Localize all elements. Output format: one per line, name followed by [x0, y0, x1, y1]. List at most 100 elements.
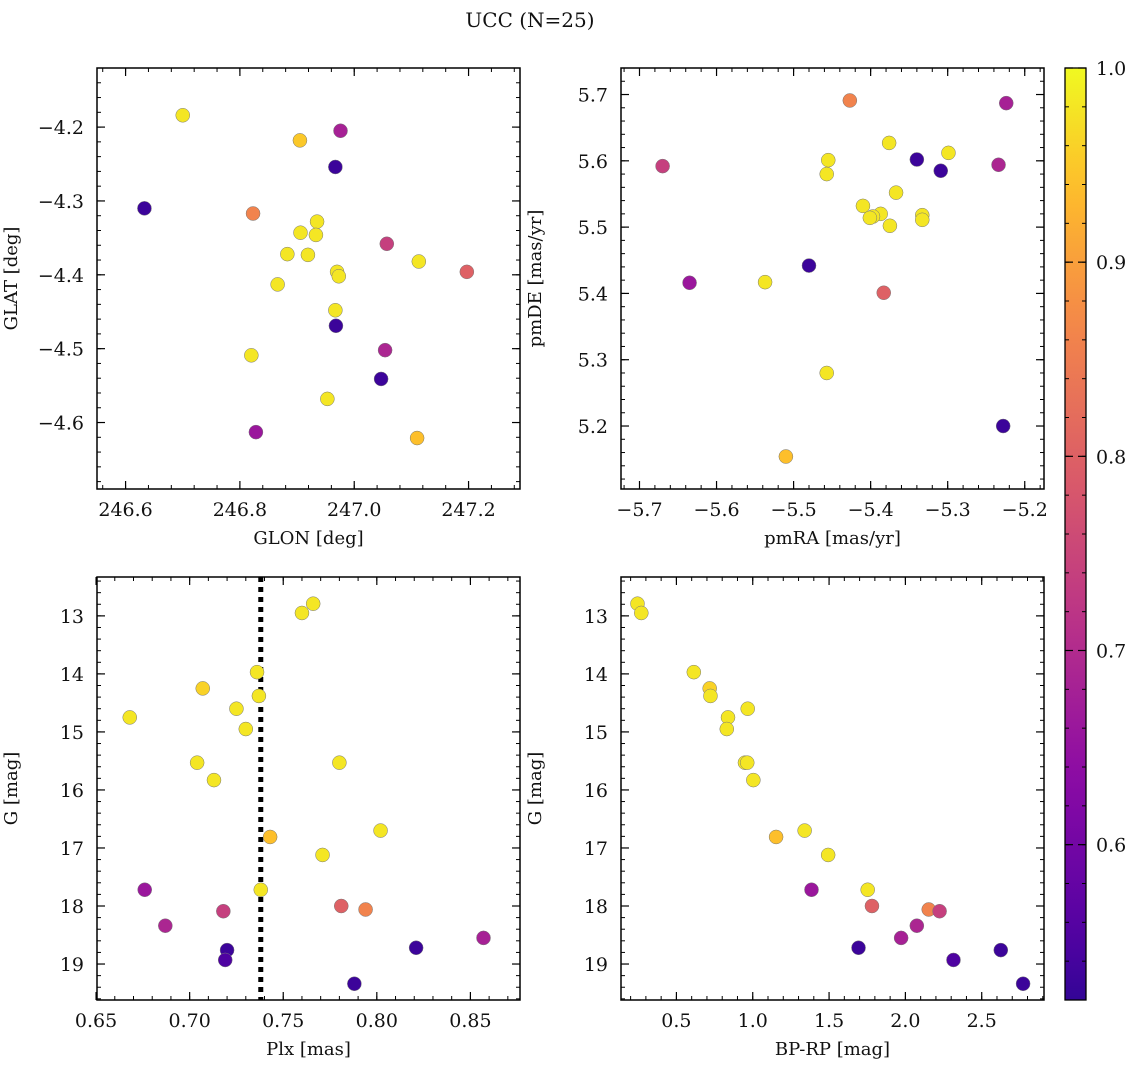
colorbar-tick-label: 0.6 — [1096, 835, 1126, 857]
data-point — [882, 218, 898, 234]
y-tick-label: 16 — [60, 780, 84, 802]
data-point — [819, 166, 834, 182]
data-point — [855, 198, 871, 214]
data-point — [332, 755, 347, 770]
axes-frame — [96, 576, 521, 1001]
x-tick-label: −5.7 — [616, 499, 662, 521]
data-point — [253, 882, 269, 898]
data-point — [175, 108, 190, 123]
data-point — [137, 882, 152, 898]
y-tick-label: −4.5 — [38, 339, 84, 361]
x-tick-label: −5.2 — [1002, 499, 1048, 521]
y-tick-label: 16 — [584, 780, 608, 802]
data-point — [888, 185, 904, 200]
data-point — [686, 664, 702, 680]
data-point — [778, 449, 794, 464]
data-point — [328, 318, 344, 334]
data-point — [862, 210, 878, 226]
data-point — [238, 721, 254, 737]
y-tick-label: 13 — [60, 606, 84, 628]
data-point — [217, 952, 233, 968]
data-point — [411, 254, 427, 269]
data-point — [801, 258, 817, 273]
scatter-points — [655, 93, 1014, 464]
data-point — [655, 158, 670, 174]
data-point — [320, 391, 335, 407]
data-point — [270, 277, 285, 292]
data-point — [328, 159, 343, 175]
x-tick-label: 2.5 — [967, 1010, 997, 1032]
data-point — [373, 371, 389, 387]
x-tick-label: 0.65 — [75, 1010, 117, 1032]
data-point — [333, 123, 348, 139]
data-point — [244, 348, 259, 363]
y-tick-label: 5.6 — [578, 151, 608, 173]
x-tick-label: 0.5 — [661, 1010, 691, 1032]
data-point — [768, 829, 784, 845]
data-point — [682, 275, 697, 291]
data-point — [308, 227, 324, 243]
scatter-points — [122, 596, 491, 992]
data-point — [703, 688, 718, 704]
data-point — [377, 342, 393, 358]
y-tick-label: 17 — [584, 838, 608, 860]
panel-parallax-magnitude: 0.65 0.70 0.75 0.80 0.85 13 14 15 16 17 18 19 Plx [m… — [1, 576, 521, 1060]
major-ticks — [621, 68, 1044, 489]
x-tick-label: 247.0 — [327, 499, 381, 521]
panel-sky-position: 246.6 246.8 247.0 247.2 −4.6 −4.5 −4.4 −4.3 −4.2… — [1, 67, 521, 549]
data-point — [334, 898, 349, 914]
data-point — [309, 214, 325, 229]
data-point — [206, 772, 222, 788]
data-point — [292, 133, 308, 148]
major-ticks — [97, 68, 520, 489]
data-point — [459, 264, 475, 280]
x-tick-label: 1.5 — [814, 1010, 844, 1032]
data-point — [476, 930, 491, 946]
colorbar-tick-label: 0.7 — [1096, 641, 1126, 663]
minor-ticks — [621, 577, 1044, 1000]
axes-frame — [620, 576, 1045, 1001]
colorbar: 0.6 0.7 0.8 0.9 1.0 — [1064, 58, 1126, 1001]
x-tick-label: −5.6 — [693, 499, 739, 521]
data-point — [804, 882, 819, 898]
data-point — [305, 596, 321, 611]
data-point — [262, 829, 278, 845]
data-point — [991, 157, 1006, 173]
data-point — [998, 95, 1014, 111]
x-axis-label: GLON [deg] — [253, 528, 363, 549]
data-point — [941, 145, 956, 161]
data-point — [819, 365, 834, 381]
y-tick-label: 5.3 — [578, 350, 608, 372]
y-tick-label: 18 — [584, 896, 608, 918]
data-point — [740, 701, 755, 716]
data-point — [797, 823, 812, 838]
x-tick-label: −5.5 — [771, 499, 817, 521]
data-point — [860, 882, 875, 898]
data-point — [915, 212, 930, 228]
data-point — [137, 201, 152, 216]
data-point — [315, 847, 330, 863]
data-point — [932, 903, 947, 919]
x-axis-label: Plx [mas] — [266, 1039, 351, 1060]
y-tick-label: 18 — [60, 896, 84, 918]
data-point — [189, 755, 205, 770]
x-tick-label: 247.2 — [441, 499, 495, 521]
data-point — [864, 898, 880, 914]
data-point — [248, 424, 264, 440]
data-point — [408, 940, 424, 956]
y-tick-label: 14 — [584, 664, 608, 686]
data-point — [249, 664, 265, 680]
x-tick-label: 0.80 — [356, 1010, 398, 1032]
data-point — [158, 918, 173, 933]
data-point — [634, 605, 649, 621]
data-point — [719, 721, 735, 737]
data-point — [757, 274, 773, 290]
major-ticks — [95, 577, 520, 1000]
y-axis-label: G [mag] — [525, 752, 546, 825]
data-point — [1015, 976, 1031, 992]
major-ticks — [621, 577, 1044, 1000]
y-axis-label: GLAT [deg] — [1, 227, 22, 331]
x-tick-label: −5.4 — [848, 499, 894, 521]
figure-title: UCC (N=25) — [465, 8, 594, 32]
data-point — [294, 605, 310, 621]
